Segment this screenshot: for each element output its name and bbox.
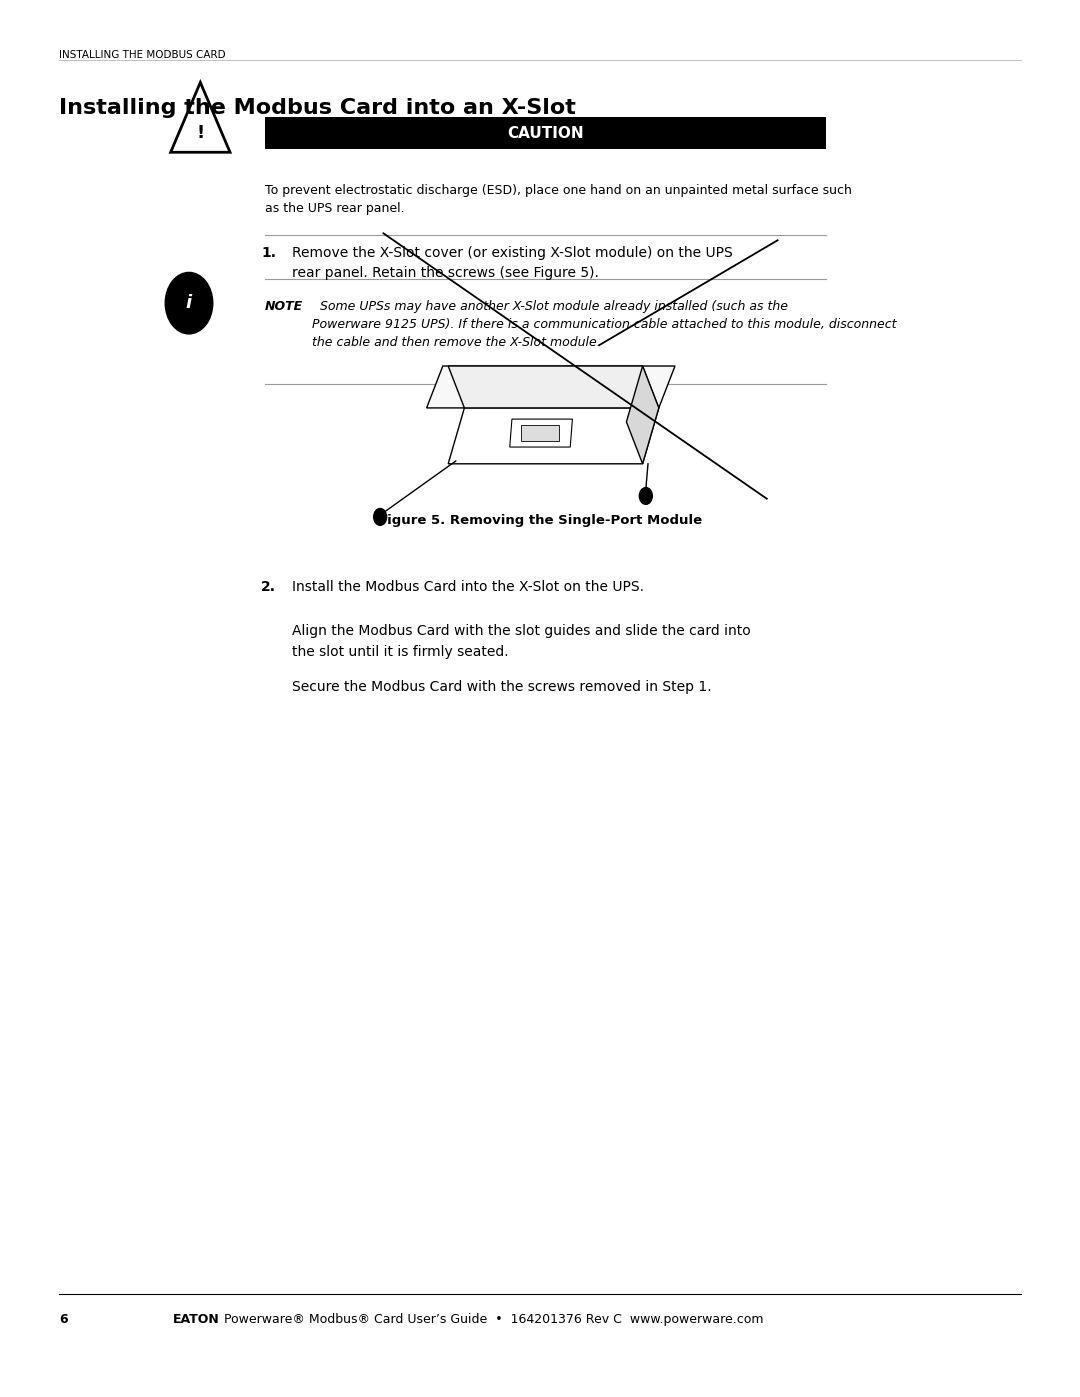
FancyBboxPatch shape — [265, 117, 826, 149]
Text: 6: 6 — [59, 1313, 68, 1326]
Text: Remove the X-Slot cover (or existing X-Slot module) on the UPS
rear panel. Retai: Remove the X-Slot cover (or existing X-S… — [292, 246, 732, 281]
Text: 2.: 2. — [261, 580, 276, 594]
Text: Installing the Modbus Card into an X-Slot: Installing the Modbus Card into an X-Slo… — [59, 98, 577, 117]
Text: Install the Modbus Card into the X-Slot on the UPS.: Install the Modbus Card into the X-Slot … — [292, 580, 644, 594]
Text: INSTALLING THE MODBUS CARD: INSTALLING THE MODBUS CARD — [59, 50, 226, 60]
Polygon shape — [626, 366, 659, 464]
Text: CAUTION: CAUTION — [508, 126, 583, 141]
Text: Some UPSs may have another X-Slot module already installed (such as the
Powerwar: Some UPSs may have another X-Slot module… — [312, 300, 896, 349]
Text: 1.: 1. — [261, 246, 276, 260]
Circle shape — [165, 272, 213, 334]
Polygon shape — [448, 408, 659, 464]
Text: Powerware® Modbus® Card User’s Guide  •  164201376 Rev C  www.powerware.com: Powerware® Modbus® Card User’s Guide • 1… — [224, 1313, 764, 1326]
Polygon shape — [521, 425, 559, 441]
Polygon shape — [427, 366, 675, 408]
Text: To prevent electrostatic discharge (ESD), place one hand on an unpainted metal s: To prevent electrostatic discharge (ESD)… — [265, 184, 851, 215]
Polygon shape — [448, 366, 659, 408]
Text: NOTE: NOTE — [265, 300, 302, 313]
Text: Secure the Modbus Card with the screws removed in Step 1.: Secure the Modbus Card with the screws r… — [292, 680, 712, 694]
Polygon shape — [510, 419, 572, 447]
Circle shape — [374, 509, 387, 525]
Circle shape — [639, 488, 652, 504]
Text: Figure 5. Removing the Single-Port Module: Figure 5. Removing the Single-Port Modul… — [378, 514, 702, 527]
Text: !: ! — [197, 124, 204, 141]
Text: Align the Modbus Card with the slot guides and slide the card into
the slot unti: Align the Modbus Card with the slot guid… — [292, 624, 751, 659]
Text: i: i — [186, 295, 192, 312]
Text: EATON: EATON — [173, 1313, 219, 1326]
